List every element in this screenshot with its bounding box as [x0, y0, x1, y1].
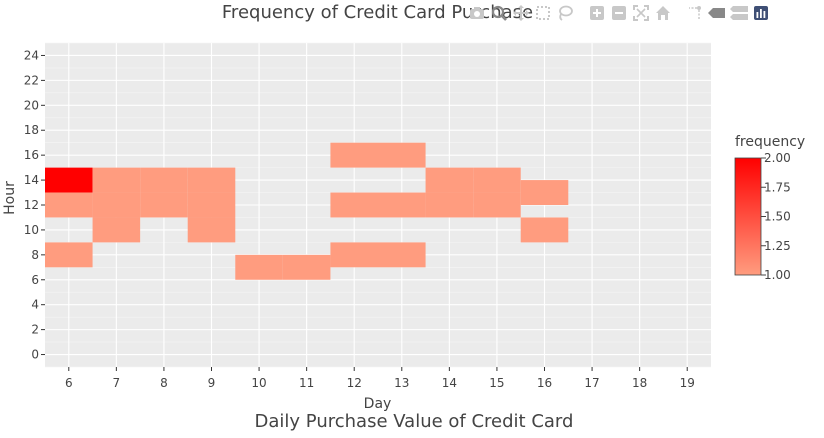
y-tick-label: 22 — [24, 73, 39, 87]
x-tick-label: 8 — [160, 376, 168, 390]
colorbar-tick-label: 1.00 — [764, 268, 791, 282]
y-tick-label: 16 — [24, 148, 39, 162]
heatmap-cell[interactable] — [473, 192, 521, 218]
heatmap-cell[interactable] — [378, 242, 426, 268]
x-tick-label: 15 — [489, 376, 504, 390]
y-tick-label: 4 — [31, 298, 39, 312]
x-tick-label: 16 — [537, 376, 552, 390]
autoscale-icon[interactable] — [630, 4, 652, 22]
heatmap-cell[interactable] — [45, 192, 93, 218]
heatmap-cell[interactable] — [187, 167, 236, 193]
camera-icon[interactable] — [466, 4, 488, 22]
x-tick-label: 6 — [65, 376, 73, 390]
y-tick-label: 12 — [24, 198, 39, 212]
heatmap-cell[interactable] — [425, 192, 474, 218]
heatmap-cell[interactable] — [330, 142, 378, 168]
zoom-in-icon[interactable] — [586, 4, 608, 22]
pan-icon[interactable] — [510, 4, 532, 22]
colorbar-tick-label: 1.75 — [764, 180, 791, 194]
colorbar — [734, 157, 762, 276]
spike-lines-icon[interactable] — [684, 4, 706, 22]
x-axis-label: Day — [363, 396, 392, 412]
zoom-out-icon[interactable] — [608, 4, 630, 22]
y-tick-label: 8 — [31, 248, 39, 262]
heatmap-cell[interactable] — [378, 192, 426, 218]
y-tick-label: 20 — [24, 98, 39, 112]
heatmap-cell[interactable] — [92, 167, 141, 193]
modebar — [466, 2, 772, 24]
heatmap-cell[interactable] — [187, 192, 236, 218]
heatmap-cell[interactable] — [140, 167, 188, 193]
heatmap-cell[interactable] — [330, 192, 378, 218]
home-icon[interactable] — [652, 4, 674, 22]
y-tick-label: 24 — [24, 48, 39, 62]
y-axis-label: Hour — [2, 181, 18, 215]
heatmap-cell[interactable] — [282, 254, 331, 280]
box-select-icon[interactable] — [532, 4, 554, 22]
plotly-logo-icon[interactable] — [750, 4, 772, 22]
x-tick-label: 12 — [347, 376, 362, 390]
zoom-icon[interactable] — [488, 4, 510, 22]
lasso-icon[interactable] — [554, 4, 576, 22]
y-tick-label: 18 — [24, 123, 39, 137]
heatmap-cell[interactable] — [45, 242, 93, 268]
heatmap-cell[interactable] — [473, 167, 521, 193]
x-tick-label: 7 — [113, 376, 121, 390]
y-tick-label: 10 — [24, 223, 39, 237]
hover-compare-icon[interactable] — [728, 4, 750, 22]
x-tick-label: 11 — [299, 376, 314, 390]
x-tick-label: 9 — [208, 376, 216, 390]
colorbar-tick-label: 1.50 — [764, 210, 791, 224]
y-tick-label: 14 — [24, 173, 39, 187]
x-tick-label: 19 — [680, 376, 695, 390]
x-tick-label: 10 — [251, 376, 266, 390]
hover-closest-icon[interactable] — [706, 4, 728, 22]
x-tick-label: 14 — [442, 376, 457, 390]
heatmap-cell[interactable] — [92, 217, 141, 243]
heatmap-cell[interactable] — [330, 242, 378, 268]
x-tick-label: 18 — [632, 376, 647, 390]
x-tick-label: 17 — [584, 376, 599, 390]
heatmap-cell[interactable] — [425, 167, 474, 193]
x-tick-label: 13 — [394, 376, 409, 390]
heatmap-cell[interactable] — [92, 192, 141, 218]
heatmap-cell[interactable] — [45, 167, 93, 193]
heatmap-cell[interactable] — [520, 180, 569, 205]
heatmap-cell[interactable] — [140, 192, 188, 218]
y-tick-label: 0 — [31, 348, 39, 362]
chart-subtitle: Daily Purchase Value of Credit Card — [254, 411, 574, 432]
y-tick-label: 2 — [31, 323, 39, 337]
heatmap-cell[interactable] — [187, 217, 236, 243]
heatmap-cell[interactable] — [235, 254, 283, 280]
colorbar-title: frequency — [735, 134, 806, 150]
y-tick-label: 6 — [31, 273, 39, 287]
heatmap-cell[interactable] — [520, 217, 569, 243]
heatmap-cell[interactable] — [378, 142, 426, 168]
chart-title: Frequency of Credit Card Purchase — [221, 2, 534, 23]
colorbar-tick-label: 1.25 — [764, 239, 791, 253]
colorbar-tick-label: 2.00 — [764, 151, 791, 165]
